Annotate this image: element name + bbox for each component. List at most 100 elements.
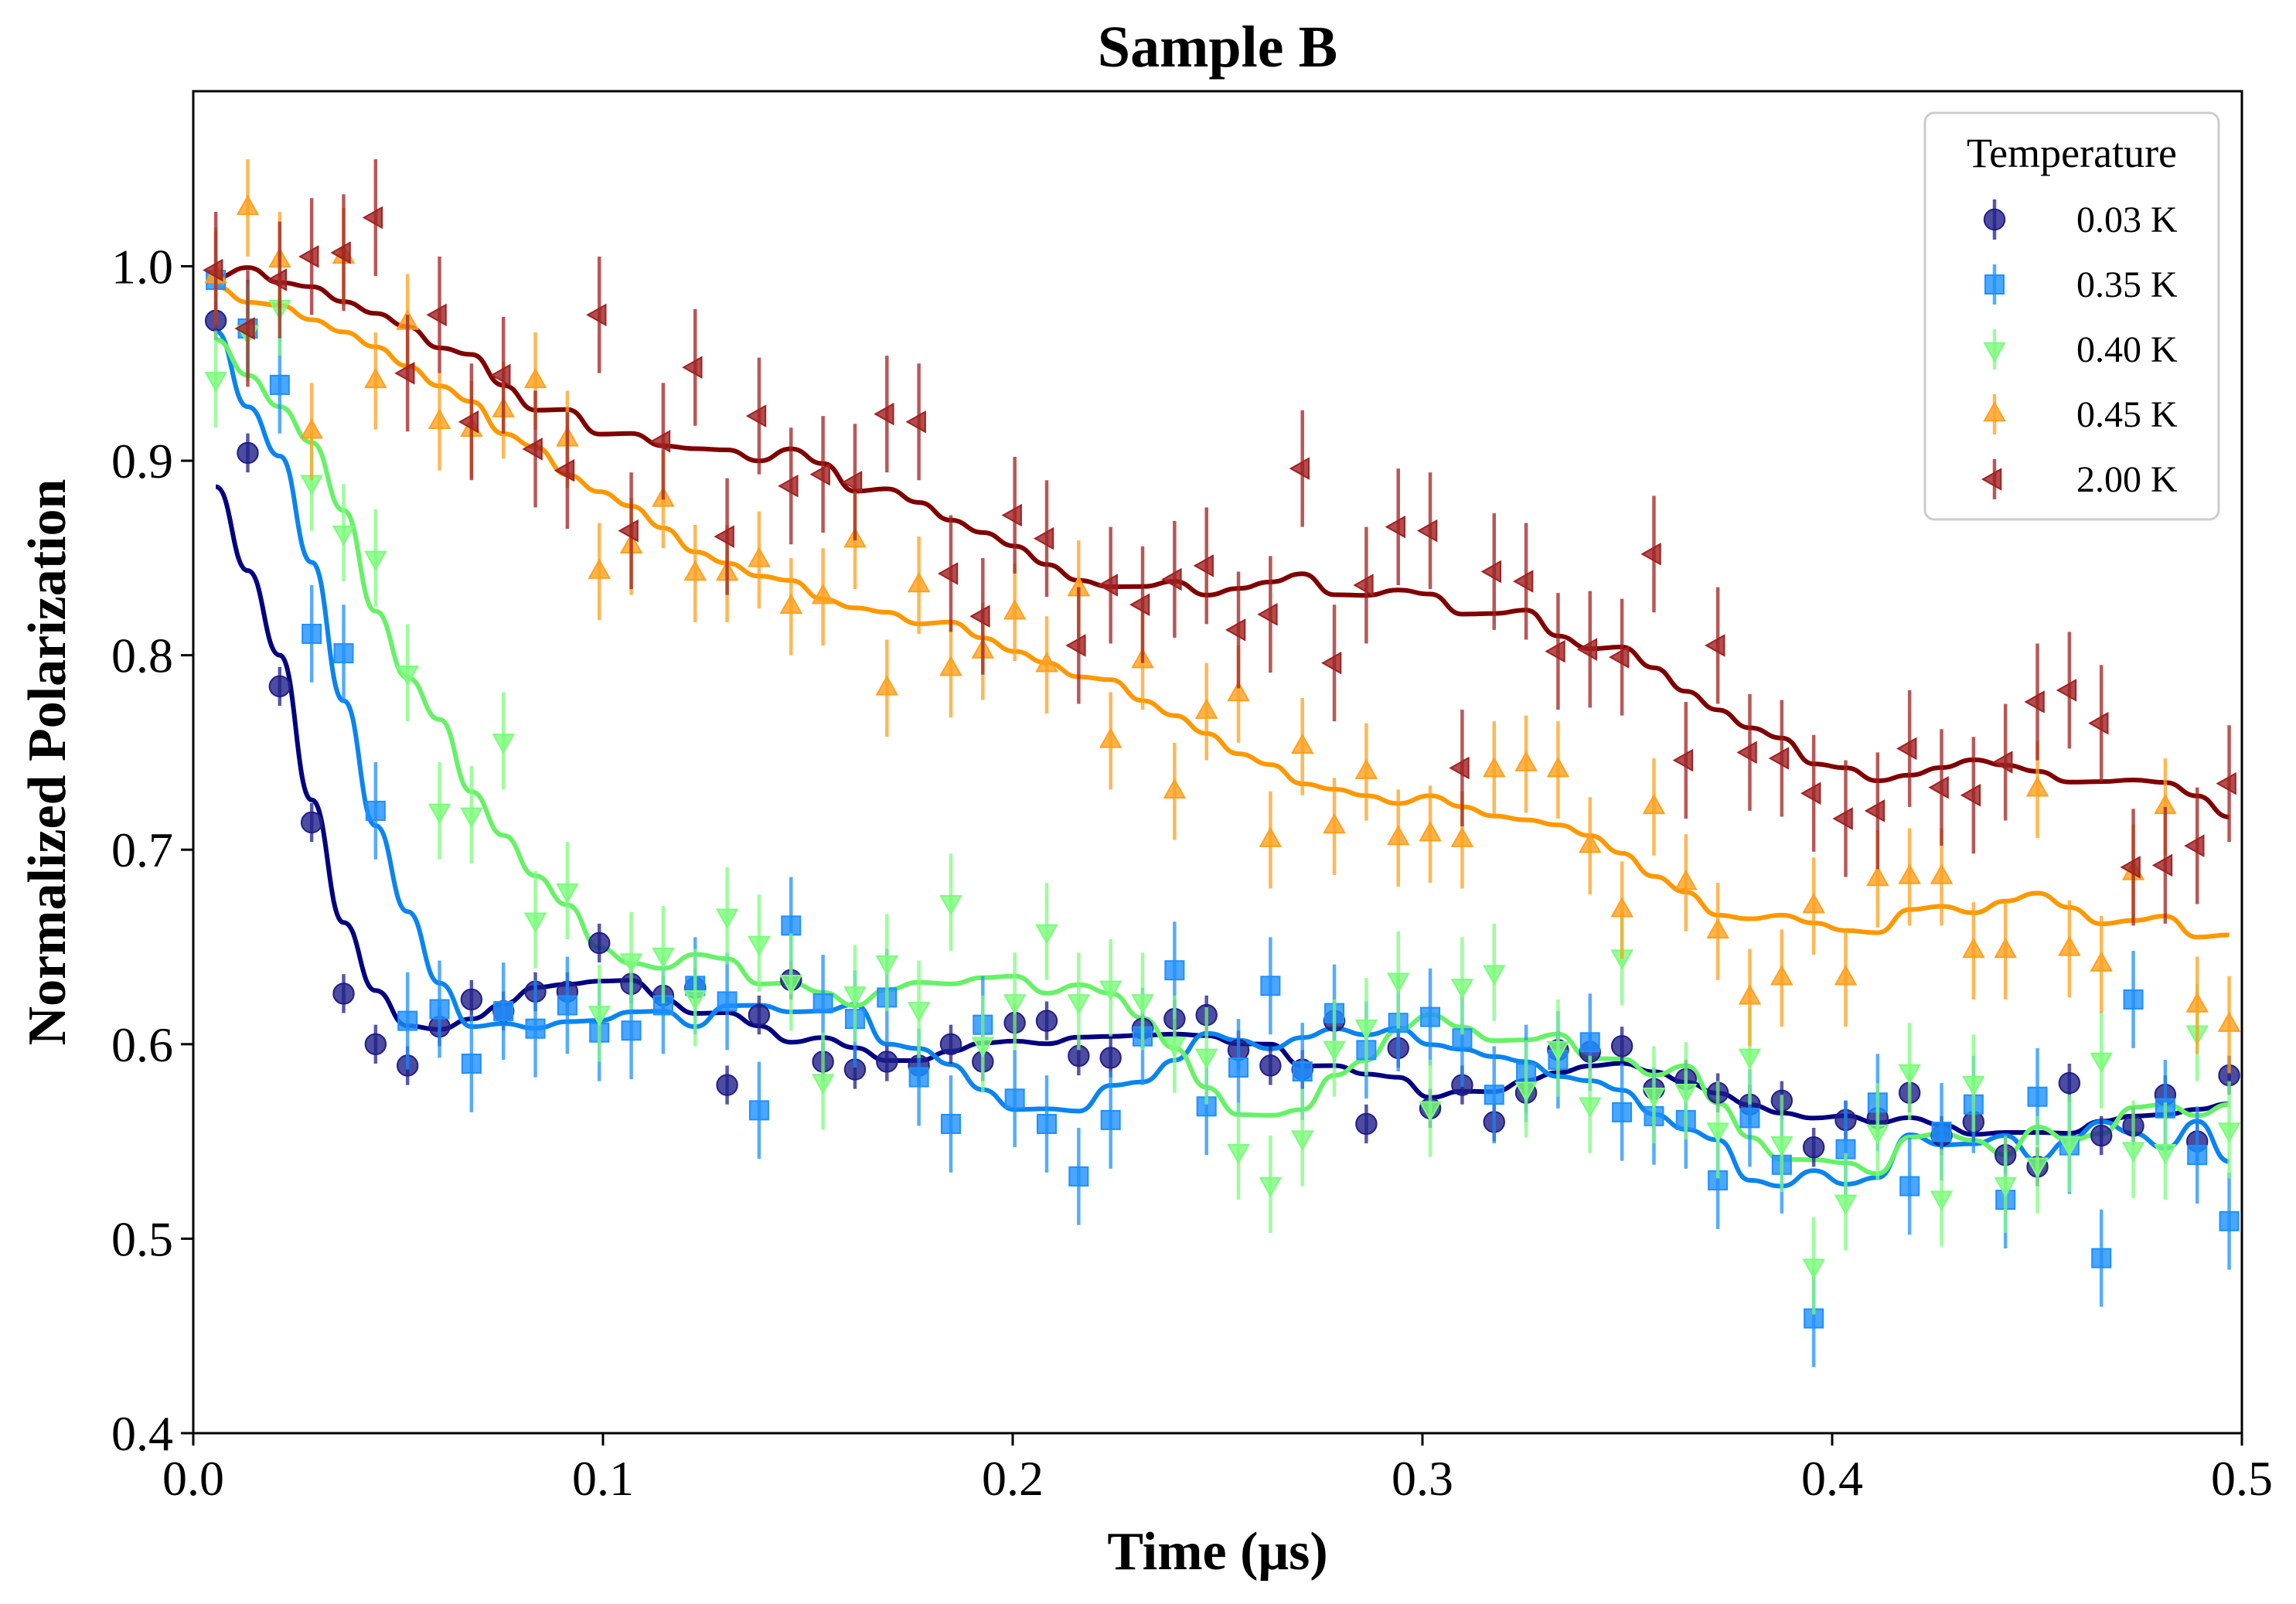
data-point [1482, 757, 1506, 778]
data-point [1161, 567, 1182, 591]
data-point [1642, 1087, 1666, 1108]
data-point [683, 990, 707, 1011]
data-point [557, 995, 577, 1016]
data-point [876, 1051, 898, 1073]
data-point [2187, 1145, 2208, 1166]
data-point [1099, 1047, 1122, 1069]
data-point [332, 982, 355, 1005]
data-point [1866, 865, 1889, 887]
data-point [809, 462, 830, 486]
data-point [843, 986, 867, 1007]
data-point [333, 643, 354, 664]
data-point [362, 206, 383, 230]
data-point [269, 374, 290, 395]
data-point [1194, 698, 1218, 719]
data-point [1800, 782, 1821, 805]
data-point [1992, 751, 2013, 774]
legend: Temperature 0.03 K 0.35 K 0.40 K 0.45 K 2.00… [1923, 111, 2220, 521]
data-point [875, 675, 899, 696]
legend-marker [1983, 400, 2006, 422]
data-point [1610, 1035, 1633, 1057]
data-point [1259, 1177, 1283, 1198]
data-point [460, 988, 483, 1011]
data-point [1802, 1136, 1825, 1159]
data-point [748, 1003, 771, 1027]
data-point [1672, 748, 1694, 772]
data-point [2090, 1124, 2113, 1147]
chart-title: Sample B [1098, 15, 1337, 80]
data-point [237, 441, 259, 465]
data-point [939, 894, 962, 916]
data-point [874, 402, 894, 426]
legend-label: 0.35 K [2076, 264, 2178, 305]
data-point [1931, 1122, 1952, 1143]
y-tick-label: 0.9 [111, 434, 173, 489]
data-point [1513, 570, 1534, 593]
data-point [588, 931, 611, 955]
data-point [1899, 1176, 1920, 1197]
data-point [1802, 893, 1825, 914]
data-point [2219, 1211, 2240, 1231]
data-point [493, 1001, 514, 1022]
data-point [812, 993, 833, 1013]
legend-marker [1984, 274, 2005, 295]
data-point [1260, 976, 1281, 996]
data-point [618, 519, 639, 543]
y-tick-label: 0.8 [111, 628, 173, 683]
data-point [429, 999, 450, 1020]
data-point [1930, 863, 1954, 884]
data-point [1546, 757, 1570, 778]
data-point [1770, 1136, 1794, 1157]
data-point [652, 947, 675, 969]
data-point [2058, 935, 2081, 956]
data-point [1100, 1109, 1121, 1130]
data-point [2024, 690, 2045, 713]
data-point [1289, 457, 1310, 480]
data-point [234, 317, 255, 340]
x-tick-label: 0.1 [572, 1451, 634, 1506]
legend-label: 0.03 K [2076, 199, 2178, 240]
data-point [1131, 994, 1154, 1015]
data-point [1068, 1166, 1089, 1187]
data-point [781, 915, 802, 936]
data-point [682, 356, 703, 380]
data-point [2216, 771, 2236, 795]
data-point [908, 1067, 929, 1088]
data-point [1035, 652, 1058, 673]
data-point [1609, 645, 1630, 669]
data-point [461, 1053, 482, 1074]
data-point [1514, 751, 1538, 771]
data-point [649, 430, 671, 453]
data-point [1864, 799, 1886, 822]
data-point [778, 474, 799, 498]
data-point [522, 438, 543, 461]
data-point [523, 367, 547, 389]
data-point [1768, 747, 1790, 770]
data-point [748, 547, 771, 567]
data-point [268, 675, 291, 698]
data-point [1739, 1108, 1760, 1129]
data-point [2184, 834, 2205, 857]
data-point [1163, 1037, 1187, 1057]
data-point [745, 404, 767, 427]
data-point [1259, 826, 1283, 847]
data-point [2154, 1143, 2177, 1165]
data-point [300, 811, 323, 834]
series-0-40-K [204, 258, 2241, 1315]
data-point [1514, 1081, 1538, 1102]
data-point [588, 558, 611, 579]
data-point [1003, 994, 1027, 1015]
data-point [1705, 634, 1725, 657]
data-point [1484, 1085, 1504, 1105]
data-point [1706, 918, 1729, 939]
data-point [1227, 1143, 1250, 1165]
data-point [266, 268, 288, 291]
data-point [1674, 869, 1698, 891]
data-point [1386, 972, 1410, 993]
data-point [428, 408, 451, 429]
data-point [330, 241, 351, 264]
y-axis: 0.4 0.5 0.6 0.7 0.8 0.9 1.0 [111, 239, 193, 1461]
legend-marker [1983, 208, 2006, 231]
